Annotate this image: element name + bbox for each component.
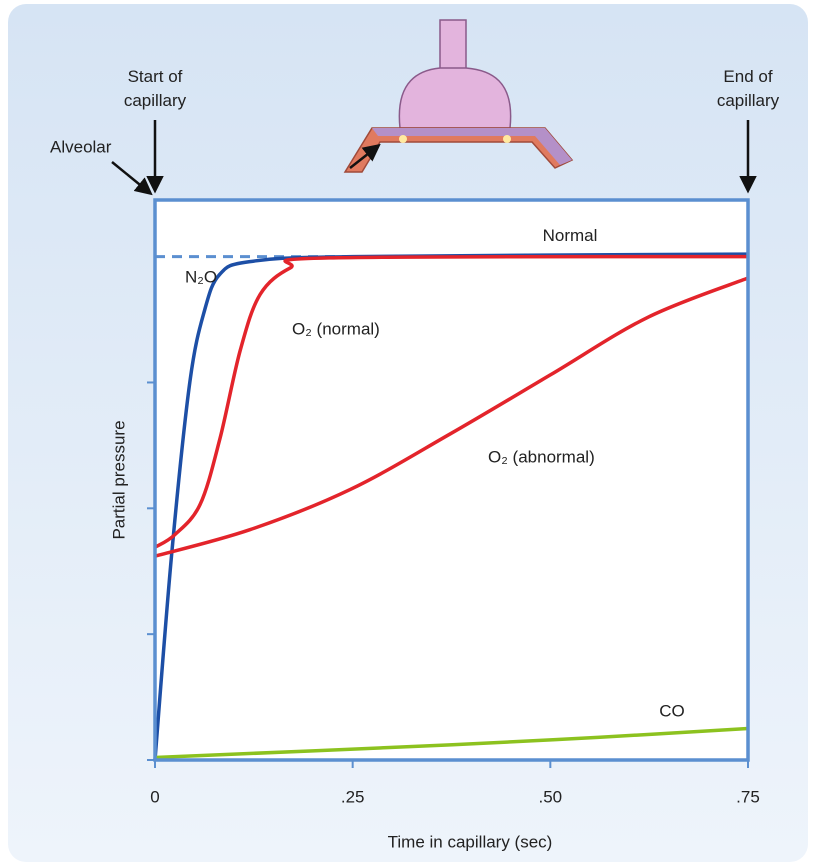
series-line (154, 276, 749, 558)
annotation: Alveolar (50, 137, 112, 156)
x-tick-label: .75 (736, 787, 760, 806)
series-line (154, 726, 749, 760)
x-tick-label: .50 (539, 787, 563, 806)
reference-label: Normal (543, 226, 598, 245)
series-label: N₂O (185, 267, 217, 286)
x-tick-label: .25 (341, 787, 365, 806)
plot-frame (153, 198, 750, 762)
annotation: End of capillary (717, 67, 780, 110)
arrow (111, 161, 153, 196)
series-label: CO (659, 701, 685, 720)
series-line (154, 254, 749, 549)
x-tick-label: 0 (150, 787, 159, 806)
y-axis-label: Partial pressure (109, 420, 128, 539)
x-axis-label: Time in capillary (sec) (388, 832, 553, 851)
series-label: O₂ (abnormal) (488, 447, 595, 466)
series-label: O₂ (normal) (292, 319, 380, 338)
capillary-illustration (343, 19, 574, 173)
plot-area (155, 200, 748, 760)
annotation: Start of capillary (124, 67, 187, 110)
